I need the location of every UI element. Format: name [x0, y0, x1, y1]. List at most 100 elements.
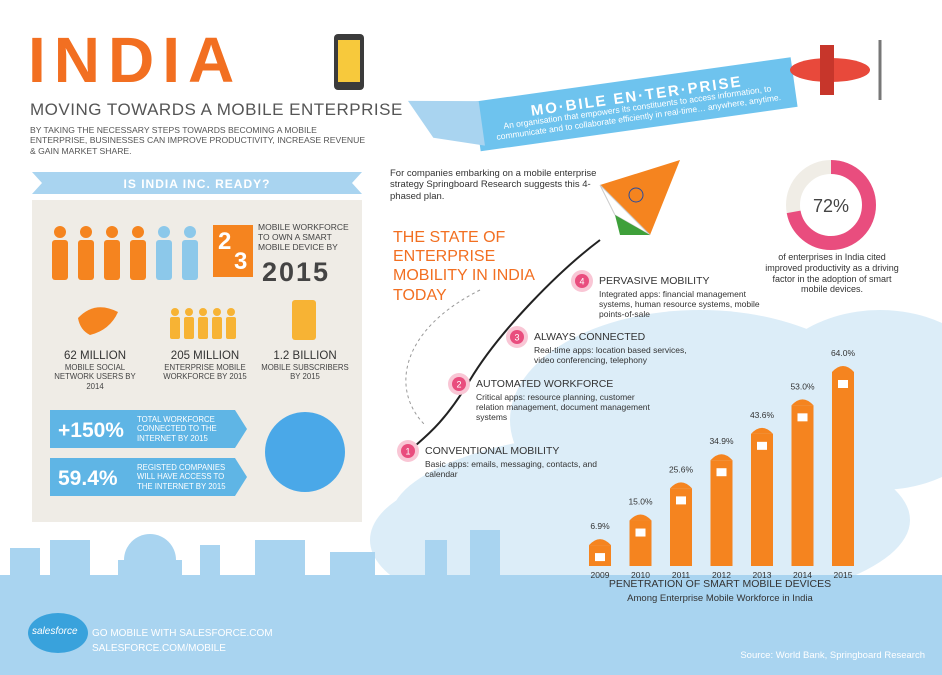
step-circle [510, 330, 524, 344]
person-head [132, 226, 144, 238]
person-body [198, 317, 208, 339]
donut-text: of enterprises in India cited improved p… [765, 252, 899, 295]
chart-subtitle: Among Enterprise Mobile Workforce in Ind… [627, 593, 813, 604]
stat-label: MOBILE SOCIAL NETWORK USERS BY 2014 [54, 363, 136, 391]
bar [629, 520, 652, 566]
year: 2015 [262, 257, 331, 287]
category-label: 2013 [753, 570, 772, 580]
banner-ribbon [407, 57, 798, 152]
phases-heading: THE STATE OF ENTERPRISE MOBILITY IN INDI… [393, 229, 535, 304]
highlight-value: 59.4% [58, 467, 118, 490]
salesforce-cloud [28, 613, 88, 653]
step-circle [452, 377, 466, 391]
person-head [199, 308, 207, 316]
ribbon [32, 172, 362, 194]
person-head [158, 226, 170, 238]
step-circle [575, 274, 589, 288]
step-number: 4 [579, 277, 584, 287]
highlight-arrow [50, 458, 247, 496]
kite [599, 160, 680, 236]
bird-icon [78, 307, 118, 335]
url: SALESFORCE.COM/MOBILE [92, 643, 226, 654]
globe [265, 412, 345, 492]
person-head [54, 226, 66, 238]
stat-value: 1.2 BILLION [273, 350, 337, 362]
person-head [184, 226, 196, 238]
ready-heading: IS INDIA INC. READY? [123, 177, 271, 191]
bar-roof [791, 399, 814, 406]
category-label: 2009 [591, 570, 610, 580]
subtitle: MOVING TOWARDS A MOBILE ENTERPRISE [30, 100, 403, 119]
highlight-arrow [50, 410, 247, 448]
person-body [182, 240, 198, 280]
value-label: 25.6% [669, 464, 694, 474]
fraction-denominator: 3 [234, 248, 248, 275]
highlight-label: REGISTED COMPANIES WILL HAVE ACCESS TO T… [137, 463, 226, 491]
step-number: 3 [514, 333, 519, 343]
person-body [170, 317, 180, 339]
donut-label: 72% [813, 196, 849, 216]
step-text: Basic apps: emails, messaging, contacts,… [425, 459, 597, 480]
donut-arc [786, 160, 876, 250]
person-body [156, 240, 172, 280]
category-label: 2010 [631, 570, 650, 580]
step-number: 2 [456, 380, 461, 390]
category-label: 2011 [672, 570, 691, 580]
cta: GO MOBILE WITH SALESFORCE.COM [92, 628, 273, 639]
person-head [171, 308, 179, 316]
person-body [52, 240, 68, 280]
value-label: 64.0% [831, 348, 856, 358]
person-body [130, 240, 146, 280]
category-label: 2015 [834, 570, 853, 580]
highlight-label: TOTAL WORKFORCE CONNECTED TO THE INTERNE… [137, 415, 217, 443]
phases-intro: For companies embarking on a mobile ente… [390, 168, 597, 202]
value-label: 53.0% [790, 381, 815, 391]
bar-roof [710, 454, 733, 461]
person-head [185, 308, 193, 316]
arrow [405, 289, 481, 426]
bar-window [838, 380, 848, 388]
bar-window [757, 441, 767, 450]
bar-roof [832, 366, 854, 372]
bar-window [635, 528, 646, 537]
step-title: PERVASIVE MOBILITY [599, 275, 710, 287]
bar [710, 460, 733, 566]
bar-roof [751, 427, 773, 434]
bar-roof [629, 514, 652, 521]
kite-string [404, 239, 601, 456]
stat-value: 205 MILLION [170, 350, 240, 362]
person-body [184, 317, 194, 339]
skyline [0, 530, 942, 675]
value-label: 15.0% [628, 497, 653, 507]
step-text: Integrated apps: financial management sy… [599, 289, 760, 320]
title: INDIA [28, 24, 243, 96]
step-number: 1 [405, 447, 410, 457]
logo: salesforce [32, 626, 78, 637]
source: Source: World Bank, Springboard Research [740, 650, 925, 661]
stat-label: MOBILE SUBSCRIBERS BY 2015 [261, 363, 349, 382]
person-head [213, 308, 221, 316]
stat-label: ENTERPRISE MOBILE WORKFORCE BY 2015 [163, 363, 247, 382]
bar-window [676, 496, 686, 505]
person-body [226, 317, 236, 339]
bar-roof [589, 539, 611, 546]
stat-value: 62 MILLION [64, 350, 126, 362]
value-label: 43.6% [750, 410, 775, 420]
chart-title: PENETRATION OF SMART MOBILE DEVICES [608, 578, 832, 590]
plane [790, 40, 882, 100]
person-head [227, 308, 235, 316]
bar [751, 433, 773, 566]
bar [670, 488, 692, 566]
bar [832, 372, 854, 566]
step-title: ALWAYS CONNECTED [534, 331, 646, 343]
step-text: Critical apps: resource planning, custom… [476, 392, 650, 423]
category-label: 2012 [712, 570, 731, 580]
step-title: AUTOMATED WORKFORCE [476, 378, 614, 390]
step-text: Real-time apps: location based services,… [534, 345, 687, 366]
bar-window [716, 468, 727, 477]
person-head [106, 226, 118, 238]
bar-window [797, 413, 808, 422]
person-body [212, 317, 222, 339]
